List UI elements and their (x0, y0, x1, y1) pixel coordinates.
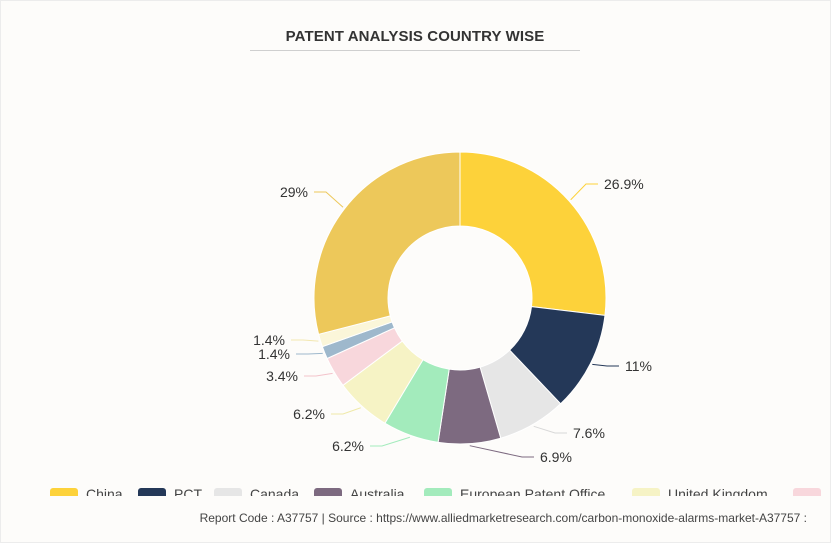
chart-legend: China PCT Canada Australia European Patent O… (0, 486, 831, 496)
legend-swatch (314, 488, 342, 496)
title-underline (250, 50, 580, 51)
donut-slice-china[interactable] (459, 151, 607, 316)
leader-line-5 (331, 407, 361, 415)
legend-swatch (214, 488, 242, 496)
data-label-1: 11% (625, 358, 652, 374)
legend-swatch (424, 488, 452, 496)
data-label-9: 29% (280, 184, 308, 200)
leader-line-3 (469, 445, 534, 458)
donut-slice-other-9[interactable] (313, 151, 461, 335)
legend-label: Canada (250, 486, 300, 496)
leader-line-7 (296, 352, 323, 355)
leader-line-6 (304, 372, 333, 377)
chart-title: PATENT ANALYSIS COUNTRY WISE (285, 28, 545, 45)
leader-line-2 (533, 425, 567, 434)
legend-label: PCT (174, 486, 202, 496)
data-label-8: 1.4% (253, 332, 285, 348)
data-label-7: 1.4% (258, 346, 290, 362)
footer-text: Report Code : A37757 | Source : https://… (199, 511, 807, 525)
legend-swatch (632, 488, 660, 496)
data-label-5: 6.2% (293, 406, 325, 422)
leader-line-9 (314, 191, 344, 208)
data-label-4: 6.2% (332, 438, 364, 454)
legend-label: China (86, 486, 123, 496)
legend-swatch (138, 488, 166, 496)
legend-swatch (793, 488, 821, 496)
donut-chart: 26.9% 11% 7.6%6.9% 6.2% 6.2% 3.4% 1.4%1.4% 29% (253, 151, 652, 465)
legend-label: Australia (350, 486, 405, 496)
leader-line-0 (570, 183, 598, 201)
legend-label: European Patent Office (460, 486, 606, 496)
leader-line-1 (592, 363, 619, 367)
data-label-6: 3.4% (266, 368, 298, 384)
legend-label: United Kingdom (668, 486, 768, 496)
legend-swatch (50, 488, 78, 496)
source-footer: Report Code : A37757 | Source : https://… (0, 511, 831, 525)
data-label-3: 6.9% (540, 449, 572, 465)
data-label-0: 26.9% (604, 176, 644, 192)
leader-line-4 (370, 436, 411, 447)
data-label-2: 7.6% (573, 425, 605, 441)
leader-line-8 (291, 339, 319, 342)
